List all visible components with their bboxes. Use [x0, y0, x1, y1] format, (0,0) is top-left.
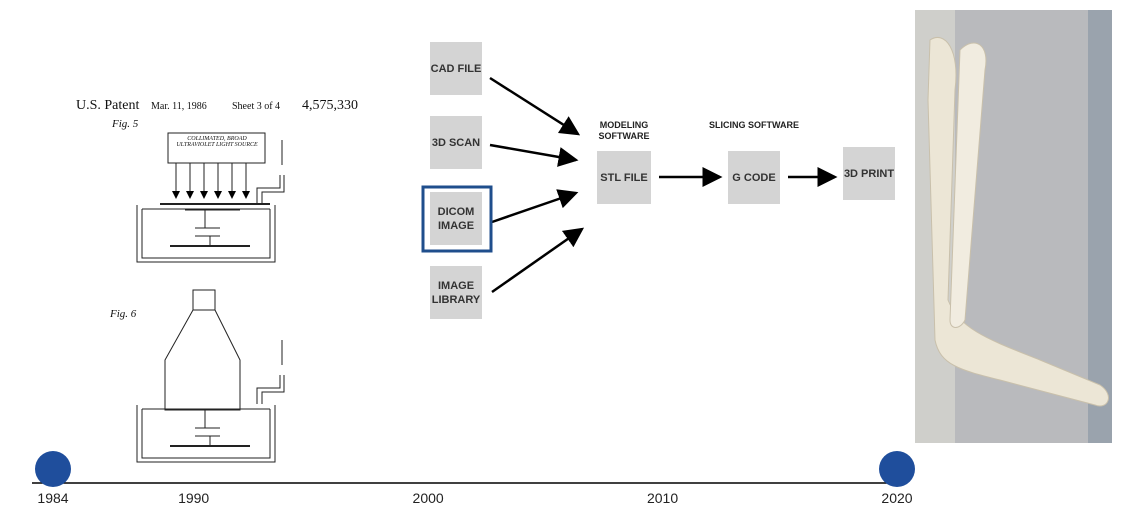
input-node: IMAGE LIBRARY: [430, 266, 482, 319]
stage-node: G CODE: [728, 151, 780, 204]
year-label: 2010: [646, 490, 679, 506]
year-label: 2020: [881, 490, 913, 506]
year-label: 2000: [412, 490, 444, 506]
patent-figure: [136, 132, 285, 463]
highlight: [421, 185, 493, 253]
stage-node: 3D PRINT: [843, 147, 895, 200]
milestone: [879, 451, 915, 487]
stage-node: STL FILE: [597, 151, 651, 204]
milestone: [35, 451, 71, 487]
patent-date: Mar. 11, 1986: [151, 101, 207, 112]
light-source-label: COLLIMATED, BROAD ULTRAVIOLET LIGHT SOUR…: [176, 136, 258, 148]
arrows: [489, 76, 838, 294]
year-label: 1984: [37, 490, 69, 506]
figure-label: Fig. 5: [112, 118, 139, 130]
input-node: CAD FILE: [430, 42, 482, 95]
stage-heading: SLICING SOFTWARE: [709, 120, 799, 130]
input-node: DICOM IMAGE: [430, 192, 482, 245]
input-node: 3D SCAN: [430, 116, 482, 169]
patent-sheet: Sheet 3 of 4: [232, 101, 281, 112]
photo: [915, 10, 1112, 443]
patent-number: 4,575,330: [302, 98, 358, 113]
stage-heading: MODELING SOFTWARE: [598, 120, 650, 141]
year-label: 1990: [178, 490, 210, 506]
figure-label: Fig. 6: [110, 308, 137, 320]
patent-office: U.S. Patent: [76, 98, 140, 113]
